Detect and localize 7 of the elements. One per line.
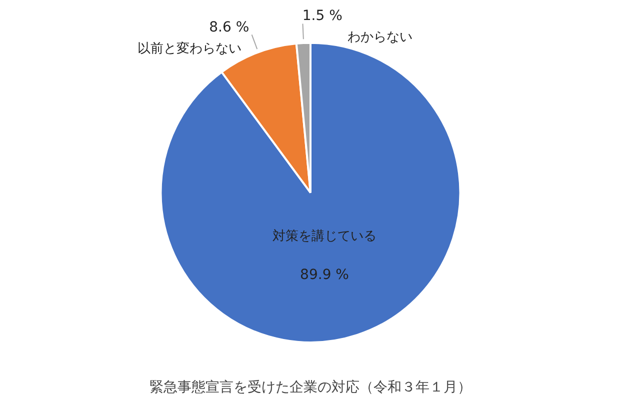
data-label: 89.9 % xyxy=(300,266,349,283)
slice-label: 対策を講じている xyxy=(272,228,377,244)
slice-label: わからない xyxy=(347,30,412,46)
data-label: 1.5 % xyxy=(302,8,342,24)
slice-label: 以前と変わらない xyxy=(138,40,242,56)
text: 緊急事態宣言を受けた企業の対応（令和３年１月） xyxy=(150,380,472,396)
data-label: 8.6 % xyxy=(209,19,250,36)
